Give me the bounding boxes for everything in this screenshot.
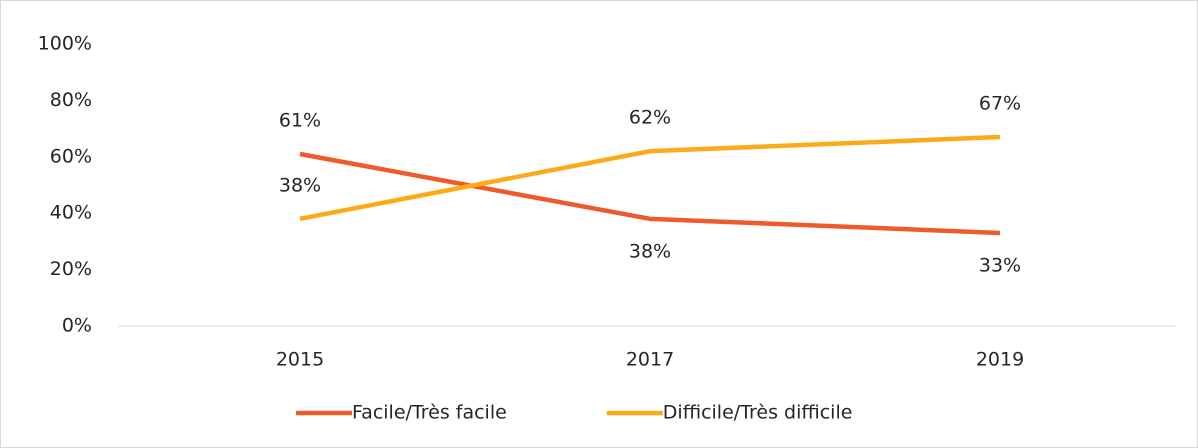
data-label: 61% xyxy=(279,109,321,131)
data-label: 38% xyxy=(279,174,321,196)
y-tick-label: 40% xyxy=(50,202,92,224)
y-tick-label: 20% xyxy=(50,258,92,280)
y-tick-label: 0% xyxy=(62,315,92,337)
data-label: 38% xyxy=(629,240,671,262)
x-tick-label: 2019 xyxy=(976,349,1024,371)
data-label: 62% xyxy=(629,107,671,129)
series-line xyxy=(299,134,1001,222)
data-label: 67% xyxy=(979,93,1021,115)
legend-label: Facile/Très facile xyxy=(352,402,507,424)
legend-label: Difficile/Très difficile xyxy=(663,402,853,424)
data-label: 33% xyxy=(979,254,1021,276)
series-line xyxy=(299,151,1001,236)
y-tick-label: 100% xyxy=(38,33,92,55)
y-tick-label: 80% xyxy=(50,89,92,111)
x-tick-label: 2015 xyxy=(276,349,324,371)
y-tick-label: 60% xyxy=(50,145,92,167)
x-tick-label: 2017 xyxy=(626,349,674,371)
